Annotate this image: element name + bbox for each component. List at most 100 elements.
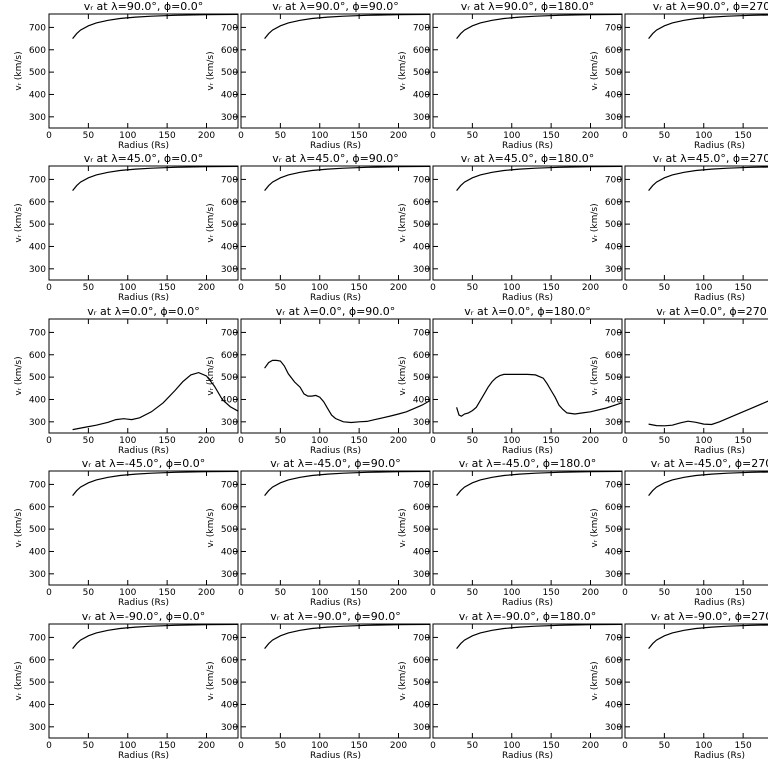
series-line <box>648 14 768 39</box>
subplot-20: vᵣ at λ=-90.0°, ϕ=270.0°0501001502003004… <box>590 610 768 761</box>
y-tick-label: 500 <box>221 68 238 78</box>
x-tick-label: 50 <box>275 283 287 293</box>
plot-frame <box>624 165 768 281</box>
y-tick-label: 700 <box>413 175 430 185</box>
y-tick-label: 500 <box>29 525 46 535</box>
x-tick-label: 150 <box>543 283 560 293</box>
x-tick-label: 150 <box>159 131 176 141</box>
series-line <box>648 624 768 649</box>
subplot-10: vᵣ at λ=0.0°, ϕ=90.0° 0 50 100 150 200 300 400 5… <box>206 305 431 456</box>
y-tick-label: 400 <box>221 242 238 252</box>
x-tick-label: 150 <box>735 741 752 751</box>
y-tick-label: 600 <box>29 46 46 56</box>
x-axis-label: Radius (Rs) <box>502 293 553 303</box>
y-tick-label: 300 <box>221 113 238 123</box>
x-tick-label: 150 <box>351 436 368 446</box>
y-axis-label: vᵣ (km/s) <box>206 51 216 90</box>
x-tick-label: 50 <box>83 283 95 293</box>
series-line <box>72 624 238 649</box>
x-axis-label: Radius (Rs) <box>694 598 745 608</box>
x-tick-label: 200 <box>582 131 599 141</box>
y-axis-label: vᵣ (km/s) <box>398 356 408 395</box>
x-tick-label: 200 <box>582 741 599 751</box>
x-tick-label: 200 <box>582 283 599 293</box>
y-tick-label: 400 <box>413 395 430 405</box>
y-axis-label: vᵣ (km/s) <box>14 661 24 700</box>
y-axis-label: vᵣ (km/s) <box>398 661 408 700</box>
subplot-15: vᵣ at λ=-45.0°, ϕ=180.0° 0 50 100 150 200 300 4… <box>398 457 623 608</box>
y-tick-label: 600 <box>29 198 46 208</box>
x-tick-label: 100 <box>503 131 520 141</box>
y-tick-label: 400 <box>221 90 238 100</box>
y-tick-label: 400 <box>605 242 622 252</box>
y-tick-label: 600 <box>221 503 238 513</box>
x-tick-label: 200 <box>582 588 599 598</box>
y-tick-label: 500 <box>605 68 622 78</box>
x-tick-label: 50 <box>467 283 479 293</box>
x-tick-label: 100 <box>503 283 520 293</box>
plot-frame <box>432 623 623 739</box>
x-axis-label: Radius (Rs) <box>310 598 361 608</box>
x-tick-label: 50 <box>83 131 95 141</box>
x-tick-label: 0 <box>430 588 436 598</box>
y-tick-label: 300 <box>221 265 238 275</box>
x-tick-label: 100 <box>119 741 136 751</box>
subplot-16: vᵣ at λ=-45.0°, ϕ=270.0°0501001502003004… <box>590 457 768 608</box>
subplot-6: vᵣ at λ=45.0°, ϕ=90.0° 0 50 100 150 200 300 400… <box>206 152 431 303</box>
x-axis-label: Radius (Rs) <box>694 293 745 303</box>
x-tick-label: 100 <box>311 131 328 141</box>
x-tick-label: 150 <box>351 741 368 751</box>
y-tick-label: 300 <box>29 113 46 123</box>
y-tick-label: 600 <box>605 198 622 208</box>
x-tick-label: 0 <box>46 741 52 751</box>
x-axis-label: Radius (Rs) <box>310 141 361 151</box>
y-tick-label: 600 <box>605 351 622 361</box>
x-tick-label: 50 <box>467 588 479 598</box>
y-tick-label: 700 <box>605 633 622 643</box>
x-tick-label: 150 <box>735 588 752 598</box>
y-tick-label: 600 <box>413 198 430 208</box>
x-tick-label: 0 <box>238 588 244 598</box>
plot-frame <box>48 470 239 586</box>
x-tick-label: 0 <box>622 436 628 446</box>
plot-frame <box>624 13 768 129</box>
x-tick-label: 50 <box>467 131 479 141</box>
y-axis-label: vᵣ (km/s) <box>206 356 216 395</box>
x-tick-label: 0 <box>46 436 52 446</box>
x-tick-label: 0 <box>238 283 244 293</box>
x-tick-label: 0 <box>622 283 628 293</box>
subplot-9: vᵣ at λ=0.0°, ϕ=0.0° 0 50 100 150 200 300 400 50… <box>14 305 239 456</box>
y-tick-label: 600 <box>605 46 622 56</box>
y-tick-label: 700 <box>29 480 46 490</box>
y-tick-label: 400 <box>29 700 46 710</box>
x-tick-label: 150 <box>159 283 176 293</box>
y-axis-label: vᵣ (km/s) <box>398 51 408 90</box>
y-tick-label: 300 <box>413 570 430 580</box>
subplot-7: vᵣ at λ=45.0°, ϕ=180.0° 0 50 100 150 200 300 40… <box>398 152 623 303</box>
series-line <box>648 400 768 427</box>
y-tick-label: 500 <box>605 373 622 383</box>
y-tick-label: 600 <box>605 656 622 666</box>
y-tick-label: 700 <box>413 633 430 643</box>
y-axis-label: vᵣ (km/s) <box>398 508 408 547</box>
y-tick-label: 700 <box>29 328 46 338</box>
subplot-title: vᵣ at λ=-90.0°, ϕ=0.0° <box>82 610 206 623</box>
x-tick-label: 0 <box>238 741 244 751</box>
x-tick-label: 50 <box>83 588 95 598</box>
x-tick-label: 0 <box>622 588 628 598</box>
y-tick-label: 300 <box>29 570 46 580</box>
y-tick-label: 700 <box>605 175 622 185</box>
series-line <box>264 166 430 191</box>
y-axis-label: vᵣ (km/s) <box>206 661 216 700</box>
subplot-title: vᵣ at λ=90.0°, ϕ=180.0° <box>461 0 595 13</box>
y-tick-label: 300 <box>221 570 238 580</box>
y-tick-label: 500 <box>221 678 238 688</box>
y-tick-label: 700 <box>221 328 238 338</box>
y-tick-label: 300 <box>605 113 622 123</box>
x-tick-label: 200 <box>198 741 215 751</box>
series-line <box>456 624 622 649</box>
x-tick-label: 200 <box>390 741 407 751</box>
x-axis-label: Radius (Rs) <box>694 446 745 456</box>
y-tick-label: 300 <box>413 265 430 275</box>
y-tick-label: 400 <box>413 242 430 252</box>
